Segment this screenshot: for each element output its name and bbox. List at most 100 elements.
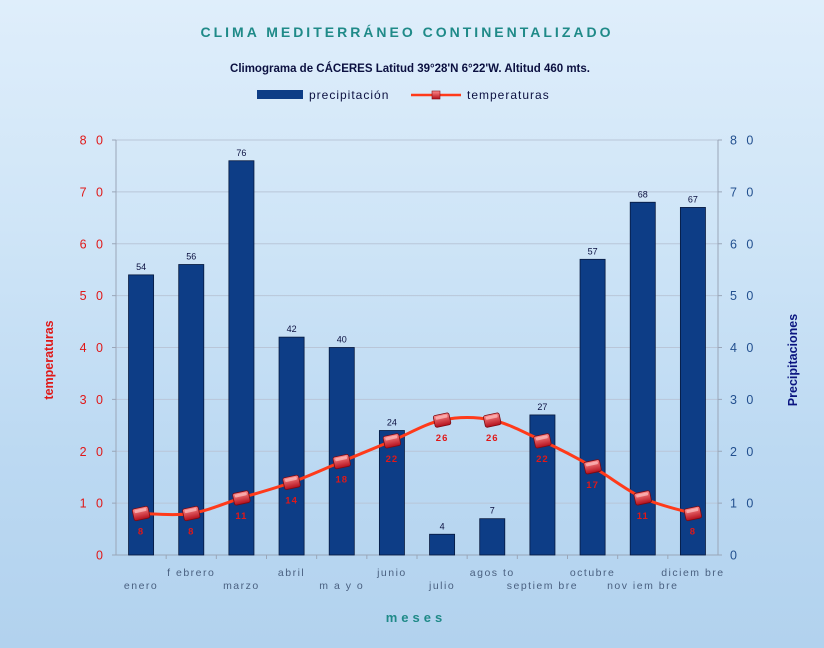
precipitation-bar xyxy=(479,518,506,556)
precipitation-bar xyxy=(378,430,405,556)
precipitation-value-label: 76 xyxy=(236,148,246,158)
temperature-marker-shape xyxy=(432,412,452,428)
left-tick-label: 0 xyxy=(96,549,106,563)
temperature-marker xyxy=(432,412,452,428)
precipitation-bar xyxy=(328,347,355,556)
temperature-marker xyxy=(332,454,351,470)
precipitation-value-label: 7 xyxy=(490,506,495,516)
temperature-marker-highlight xyxy=(636,492,649,498)
month-label: m a y o xyxy=(319,580,364,592)
right-tick-label: 3 0 xyxy=(730,393,756,407)
temperature-value-label: 26 xyxy=(436,433,449,444)
month-label: abril xyxy=(278,567,305,579)
temperature-marker-highlight xyxy=(234,492,247,498)
temperature-value-label: 22 xyxy=(386,454,399,465)
temperature-series-line xyxy=(141,416,694,517)
temperature-marker xyxy=(483,412,502,428)
right-tick-label: 6 0 xyxy=(730,237,756,251)
precipitation-bars: 54 56 76 42 40 24 4 7 27 57 68 67 xyxy=(128,148,706,556)
temperature-marker xyxy=(182,505,201,522)
left-tick-label: 2 0 xyxy=(80,445,106,459)
left-tick-label: 6 0 xyxy=(80,237,106,251)
temperature-value-label: 8 xyxy=(138,527,144,538)
temperature-value-label: 8 xyxy=(690,527,696,538)
temperature-value-label: 17 xyxy=(586,480,599,491)
temperature-marker xyxy=(683,505,703,522)
month-label: f ebrero xyxy=(167,567,215,579)
month-label: junio xyxy=(376,567,407,579)
right-tick-label: 1 0 xyxy=(730,497,756,511)
legend-swatch-precipitacion xyxy=(257,90,303,99)
temperature-value-label: 11 xyxy=(637,511,649,522)
temperature-marker-highlight xyxy=(686,508,699,514)
temperature-marker-highlight xyxy=(134,508,147,514)
month-label: octubre xyxy=(570,567,616,579)
right-tick-label: 4 0 xyxy=(730,341,756,355)
right-tick-label: 8 0 xyxy=(730,134,756,148)
temperature-value-label: 14 xyxy=(285,495,298,506)
precipitation-bar xyxy=(228,160,255,556)
precipitation-value-label: 54 xyxy=(136,262,146,272)
gridlines xyxy=(116,191,718,504)
month-label: marzo xyxy=(223,580,260,592)
month-label: enero xyxy=(124,580,158,592)
legend: precipitación temperaturas xyxy=(257,88,550,102)
left-tick-label: 5 0 xyxy=(80,289,106,303)
y-axis-left-title: temperaturas xyxy=(42,320,56,399)
precipitation-value-label: 68 xyxy=(638,189,648,199)
temperature-line: 8 8 11 14 18 22 26 26 22 17 11 8 xyxy=(131,412,703,538)
precipitation-value-label: 56 xyxy=(186,252,196,262)
temperature-marker xyxy=(583,459,602,475)
precipitation-bar xyxy=(679,207,706,556)
month-label: julio xyxy=(428,580,455,592)
legend-label-precipitacion: precipitación xyxy=(309,88,389,102)
temperature-marker xyxy=(282,474,301,490)
precipitation-bar xyxy=(579,258,606,556)
temperature-marker xyxy=(633,490,652,506)
temperature-marker xyxy=(131,505,151,522)
temperature-marker xyxy=(382,433,402,449)
month-label: diciem bre xyxy=(661,567,724,579)
y-axis-right-title: Precipitaciones xyxy=(786,314,800,406)
legend-marker-temperaturas xyxy=(431,90,441,100)
precipitation-bar xyxy=(429,533,456,556)
precipitation-value-label: 67 xyxy=(688,194,698,204)
temperature-marker-highlight xyxy=(535,435,548,441)
precipitation-value-label: 27 xyxy=(537,402,547,412)
right-tick-label: 7 0 xyxy=(730,185,756,199)
temperature-marker xyxy=(232,490,251,506)
precipitation-bar xyxy=(128,274,155,556)
precipitation-value-label: 24 xyxy=(387,418,397,428)
temperature-value-label: 11 xyxy=(235,511,247,522)
precipitation-bar xyxy=(178,264,205,556)
month-label: agos to xyxy=(470,567,515,579)
temperature-value-label: 8 xyxy=(188,527,194,538)
precipitation-value-label: 57 xyxy=(588,246,598,256)
chart-subtitle: Climograma de CÁCERES Latitud 39°28'N 6°… xyxy=(230,62,590,75)
precipitation-value-label: 40 xyxy=(337,335,347,345)
temperature-marker xyxy=(533,433,552,449)
temperature-marker-highlight xyxy=(435,414,448,420)
right-tick-label: 0 xyxy=(730,549,740,563)
temperature-marker-highlight xyxy=(284,476,297,482)
temperature-marker-highlight xyxy=(585,461,598,467)
legend-label-temperaturas: temperaturas xyxy=(467,88,550,102)
temperature-marker-highlight xyxy=(335,456,348,462)
precipitation-value-label: 4 xyxy=(440,521,445,531)
left-tick-label: 3 0 xyxy=(80,393,106,407)
month-label: nov iem bre xyxy=(607,580,678,592)
left-tick-label: 1 0 xyxy=(80,497,106,511)
left-tick-label: 8 0 xyxy=(80,134,106,148)
axis-tick-labels: 0 0 1 0 1 0 2 0 2 0 3 0 3 0 4 0 4 0 5 0 5 0 6 0 6 0 7 … xyxy=(80,134,756,563)
month-labels: enero f ebrero marzo abril m a y o junio julio… xyxy=(124,567,724,592)
temperature-value-label: 18 xyxy=(335,475,348,486)
month-label: septiem bre xyxy=(507,580,578,592)
x-axis-title: meses xyxy=(386,610,446,625)
temperature-value-label: 22 xyxy=(536,454,549,465)
temperature-marker-highlight xyxy=(184,508,197,514)
precipitation-bar xyxy=(278,336,305,556)
temperature-value-label: 26 xyxy=(486,433,499,444)
precipitation-value-label: 42 xyxy=(287,324,297,334)
